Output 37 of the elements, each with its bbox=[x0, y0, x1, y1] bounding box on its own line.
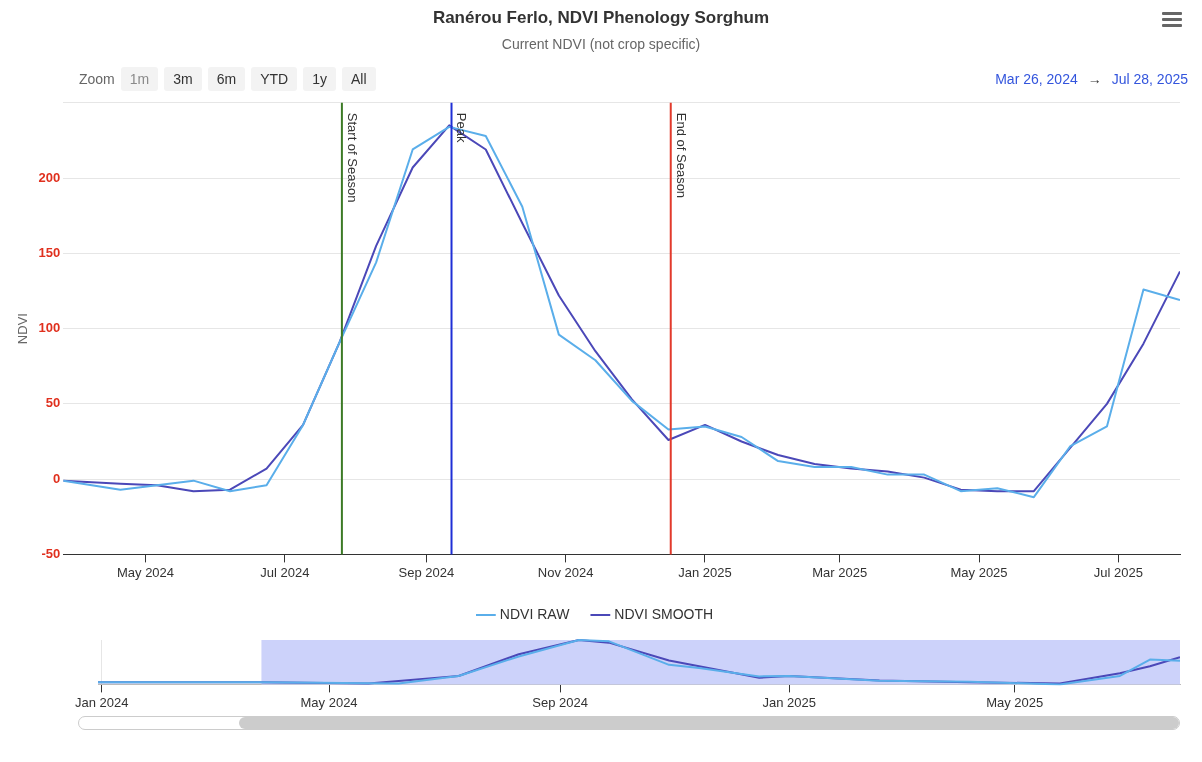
x-tick-label: May 2025 bbox=[950, 564, 1008, 580]
x-tick-label: Nov 2024 bbox=[537, 564, 594, 580]
ref-line-label: Peak bbox=[454, 112, 470, 143]
text: Mar 26, 2024 bbox=[995, 71, 1078, 87]
y-tick-label: 50 bbox=[45, 395, 61, 411]
y-axis-title: NDVI bbox=[15, 313, 31, 345]
ref-line-label: End of Season bbox=[673, 112, 689, 199]
x-tick-label: Jan 2025 bbox=[678, 564, 732, 580]
x-tick-label: Jan 2025 bbox=[762, 694, 817, 710]
y-tick-label: 200 bbox=[38, 169, 61, 185]
text: 1y bbox=[303, 67, 336, 91]
text: All bbox=[341, 67, 376, 91]
x-tick-label: Jul 2024 bbox=[260, 564, 310, 580]
x-tick-label: Sep 2024 bbox=[532, 694, 588, 710]
text: 1m bbox=[120, 67, 159, 91]
ref-line-label: Start of Season bbox=[344, 112, 360, 203]
chart-subtitle: Current NDVI (not crop specific) bbox=[500, 36, 702, 52]
x-tick-label: May 2024 bbox=[116, 564, 175, 580]
y-tick-label: 100 bbox=[38, 320, 61, 336]
x-tick-label: Jan 2024 bbox=[75, 694, 129, 710]
x-tick-label: Mar 2025 bbox=[812, 564, 868, 580]
chart-title: Ranérou Ferlo, NDVI Phenology Sorghum bbox=[431, 8, 771, 28]
x-tick-label: May 2025 bbox=[986, 694, 1044, 710]
x-tick-label: Jul 2025 bbox=[1093, 564, 1143, 580]
y-tick-label: 150 bbox=[38, 244, 61, 260]
text: 3m bbox=[164, 67, 202, 91]
text: Zoom bbox=[79, 71, 115, 87]
legend-label: NDVI RAW bbox=[499, 605, 571, 622]
text: Jul 28, 2025 bbox=[1111, 71, 1188, 87]
x-tick-label: May 2024 bbox=[300, 694, 358, 710]
legend-label: NDVI SMOOTH bbox=[614, 605, 714, 622]
x-tick-label: Sep 2024 bbox=[398, 564, 455, 580]
text: 6m bbox=[207, 67, 246, 91]
y-tick-label: -50 bbox=[41, 545, 61, 561]
text: → bbox=[1087, 71, 1102, 87]
y-tick-label: 0 bbox=[53, 470, 61, 486]
text: YTD bbox=[251, 67, 298, 91]
